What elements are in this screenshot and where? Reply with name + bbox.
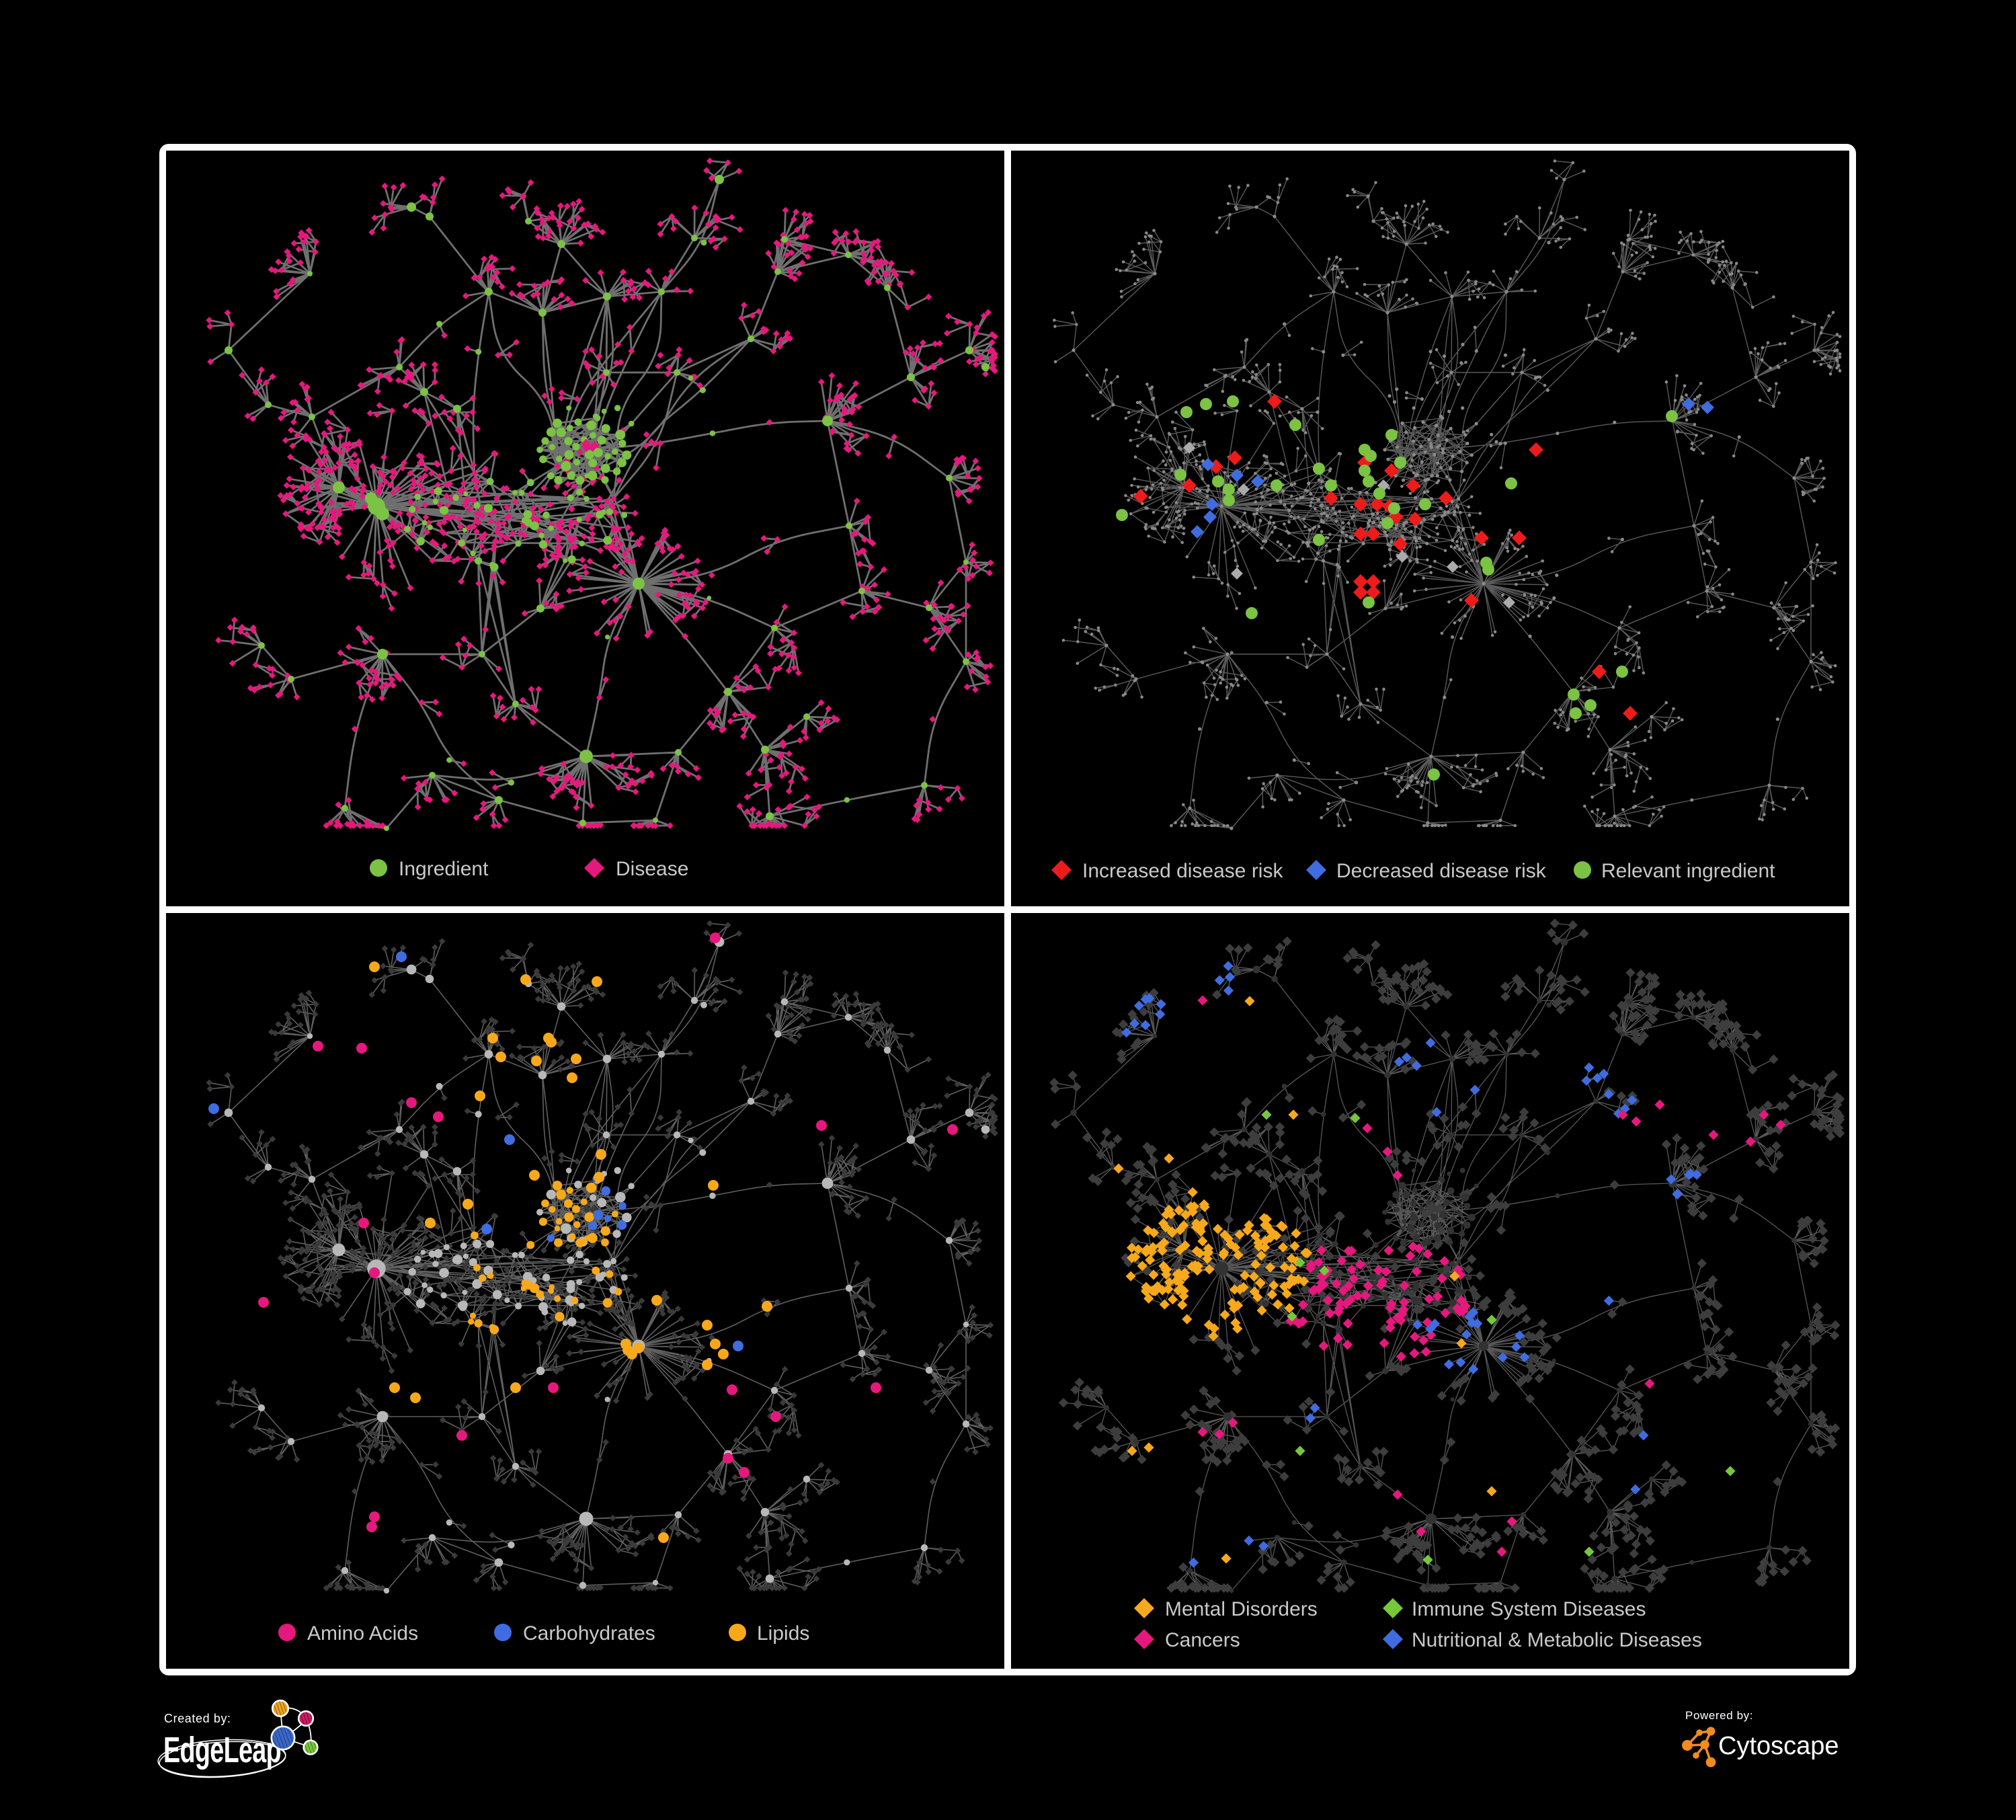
svg-text:Cancers: Cancers <box>1165 1629 1240 1651</box>
svg-text:Lipids: Lipids <box>757 1622 809 1645</box>
svg-text:Relevant ingredient: Relevant ingredient <box>1601 860 1775 882</box>
svg-text:Immune System Diseases: Immune System Diseases <box>1412 1598 1646 1620</box>
svg-text:Increased disease risk: Increased disease risk <box>1082 860 1283 882</box>
svg-text:Created by:: Created by: <box>164 1712 231 1725</box>
svg-text:Powered by:: Powered by: <box>1685 1709 1753 1722</box>
svg-text:Decreased disease risk: Decreased disease risk <box>1336 860 1547 882</box>
svg-text:EdgeLeap: EdgeLeap <box>163 1729 281 1770</box>
svg-text:Nutritional & Metabolic Diseas: Nutritional & Metabolic Diseases <box>1412 1629 1702 1651</box>
svg-text:Disease: Disease <box>616 858 688 880</box>
svg-text:Cytoscape: Cytoscape <box>1718 1732 1839 1760</box>
svg-text:Amino Acids: Amino Acids <box>307 1622 418 1645</box>
svg-text:Mental Disorders: Mental Disorders <box>1165 1598 1318 1620</box>
svg-text:Carbohydrates: Carbohydrates <box>523 1622 655 1645</box>
svg-text:Ingredient: Ingredient <box>399 858 489 880</box>
